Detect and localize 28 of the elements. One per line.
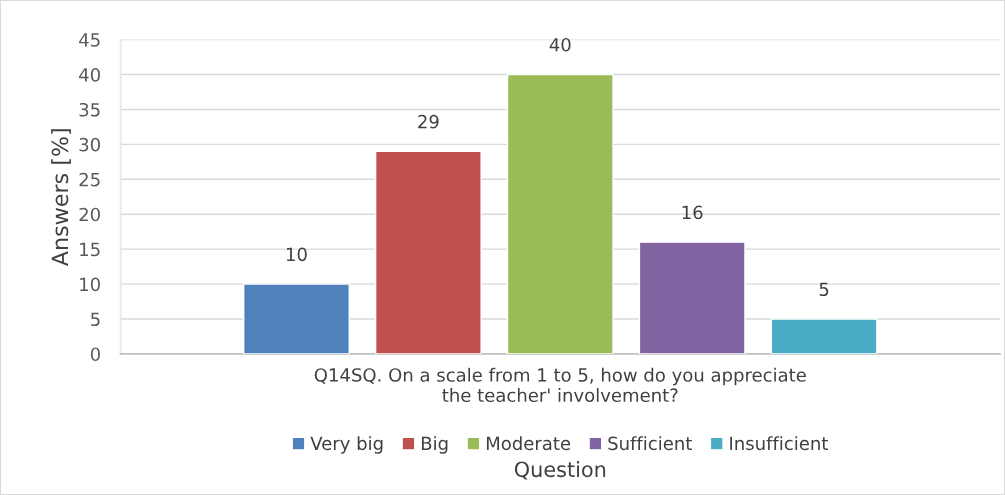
y-tick-label: 40 — [79, 67, 100, 82]
y-tick-label: 35 — [79, 102, 100, 117]
data-label: 10 — [286, 247, 307, 262]
y-tick-label: 5 — [91, 312, 100, 327]
y-axis-title: Answers [%] — [51, 129, 71, 267]
legend-label: Moderate — [486, 436, 571, 451]
data-label: 40 — [549, 37, 571, 52]
y-tick-label: 30 — [79, 137, 100, 152]
legend-label: Insufficient — [730, 436, 828, 451]
bar — [243, 283, 350, 354]
data-label: 16 — [682, 205, 703, 220]
x-axis-title: Question — [514, 461, 606, 480]
y-tick-label: 45 — [79, 33, 100, 47]
y-tick-label: 20 — [79, 207, 100, 222]
bar — [506, 73, 614, 354]
bar — [638, 241, 746, 354]
bar — [374, 150, 482, 354]
data-label: 5 — [819, 282, 829, 297]
x-tick-label: Q14SQ. On a scale from 1 to 5, how do you appreciate the teacher' involvement? — [314, 367, 806, 403]
legend-label: Sufficient — [608, 436, 692, 451]
legend-label: Big — [421, 436, 448, 454]
bar — [770, 318, 878, 354]
legend-label: Very big — [310, 436, 383, 454]
data-label: 29 — [418, 114, 439, 129]
y-tick-label: 25 — [79, 172, 100, 187]
y-tick-label: 15 — [80, 242, 100, 257]
y-tick-label: 10 — [80, 277, 100, 292]
y-tick-label: 0 — [90, 347, 100, 362]
